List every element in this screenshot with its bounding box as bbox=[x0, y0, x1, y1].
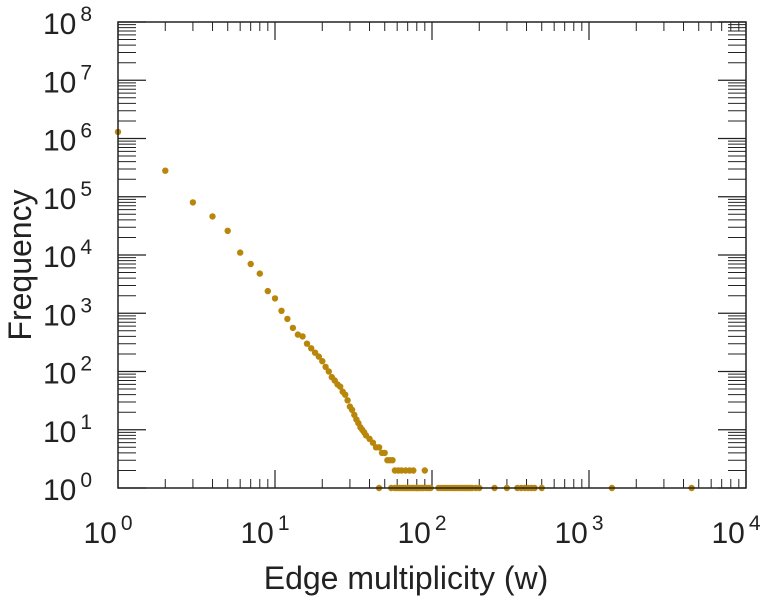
y-tick-label: 10 7 bbox=[43, 61, 92, 99]
x-tick-label: 10 3 bbox=[554, 512, 603, 550]
data-point bbox=[299, 333, 306, 340]
data-point bbox=[315, 353, 322, 360]
data-point bbox=[162, 167, 169, 174]
data-point bbox=[284, 315, 291, 323]
minor-ticks bbox=[118, 22, 746, 488]
data-point bbox=[337, 383, 344, 390]
data-point bbox=[189, 199, 197, 206]
data-point bbox=[381, 449, 388, 457]
data-point bbox=[325, 368, 332, 375]
x-tick-label: 10 4 bbox=[711, 512, 760, 550]
data-point bbox=[348, 406, 356, 413]
data-point bbox=[389, 457, 396, 464]
data-point bbox=[247, 260, 254, 268]
data-point bbox=[256, 270, 263, 277]
data-point bbox=[322, 363, 329, 371]
x-tick-labels: 10 0 10 1 10 2 10 3 10 4 bbox=[83, 512, 760, 550]
y-tick-label: 10 3 bbox=[43, 294, 92, 332]
data-point bbox=[209, 213, 216, 220]
y-tick-label: 10 6 bbox=[43, 120, 92, 158]
x-tick-label: 10 0 bbox=[83, 512, 132, 550]
x-tick-label: 10 1 bbox=[240, 512, 289, 550]
y-tick-label: 10 0 bbox=[43, 469, 92, 507]
data-points bbox=[114, 128, 695, 492]
data-point bbox=[319, 358, 326, 365]
x-axis-label: Edge multiplicity (w) bbox=[264, 560, 549, 596]
data-point bbox=[264, 287, 271, 295]
data-point bbox=[289, 324, 297, 332]
y-tick-label: 10 1 bbox=[43, 411, 92, 449]
data-point bbox=[303, 340, 311, 347]
data-point bbox=[224, 227, 231, 234]
data-point bbox=[308, 345, 315, 352]
y-tick-label: 10 5 bbox=[43, 178, 92, 216]
x-tick-label: 10 2 bbox=[397, 512, 446, 550]
data-point bbox=[421, 467, 428, 474]
data-point bbox=[237, 249, 244, 256]
data-point bbox=[369, 439, 377, 446]
data-point bbox=[278, 307, 285, 314]
y-tick-label: 10 8 bbox=[43, 3, 92, 41]
y-tick-label: 10 2 bbox=[43, 353, 92, 391]
major-ticks bbox=[117, 21, 747, 489]
data-point bbox=[410, 467, 417, 474]
data-point bbox=[344, 397, 351, 404]
data-point bbox=[271, 295, 279, 302]
y-tick-label: 10 4 bbox=[43, 236, 92, 274]
y-axis-label: Frequency bbox=[2, 189, 38, 340]
data-point bbox=[375, 444, 383, 451]
data-point bbox=[342, 391, 349, 398]
plot-frame bbox=[117, 21, 747, 489]
